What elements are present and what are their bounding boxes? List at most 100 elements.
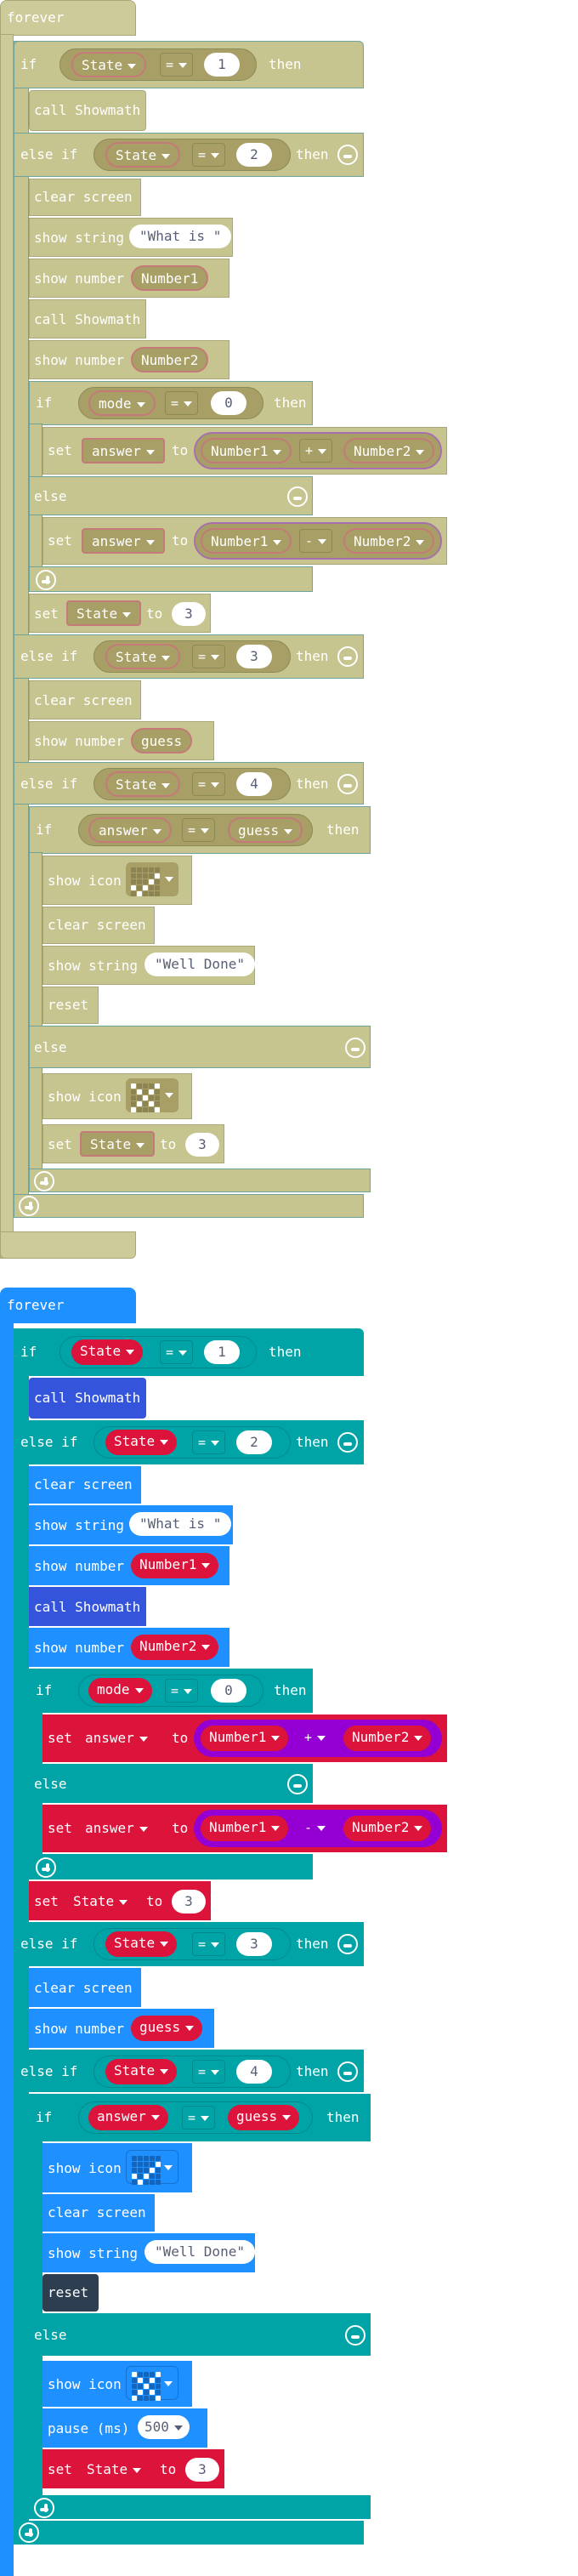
colored-icon-dropdown[interactable]: [126, 2366, 178, 2401]
colored-eq-op[interactable]: =: [182, 2106, 216, 2130]
plain-clear-screen[interactable]: [29, 680, 141, 719]
plain-num-3[interactable]: 3: [236, 645, 272, 668]
colored-num-1[interactable]: 1: [204, 1340, 240, 1364]
plain-num-3[interactable]: 3: [185, 1133, 219, 1157]
colored-guess-var[interactable]: guess: [228, 2105, 300, 2130]
colored-state-var[interactable]: State: [105, 1931, 178, 1957]
plain-eq-op[interactable]: =: [192, 772, 226, 796]
minus-circle-icon[interactable]: [337, 774, 358, 794]
plain-call-showmath[interactable]: [29, 299, 146, 338]
colored-eq-op[interactable]: =: [165, 1679, 199, 1703]
colored-answer-var[interactable]: answer: [85, 1822, 148, 1835]
plain-number1-var[interactable]: Number1: [131, 265, 209, 291]
colored-plus-op[interactable]: +: [299, 1726, 332, 1750]
plain-state-var[interactable]: State: [105, 644, 181, 669]
colored-icon-dropdown[interactable]: [126, 2150, 178, 2185]
colored-eq-op[interactable]: =: [192, 2060, 226, 2084]
plus-circle-icon[interactable]: [36, 1857, 56, 1878]
plus-circle-icon[interactable]: [36, 570, 56, 590]
colored-string-well-done[interactable]: "Well Done": [144, 2240, 255, 2264]
plain-call-showmath[interactable]: [29, 90, 146, 131]
colored-minus-op[interactable]: -: [299, 1817, 332, 1840]
plain-eq-op[interactable]: =: [182, 818, 216, 842]
colored-reset[interactable]: [42, 2274, 99, 2312]
plain-eq-op[interactable]: =: [165, 391, 199, 415]
colored-call-showmath[interactable]: [29, 1587, 146, 1626]
colored-clear-screen[interactable]: [29, 1466, 141, 1504]
colored-num-3[interactable]: 3: [172, 1890, 206, 1914]
colored-num-0[interactable]: 0: [211, 1679, 246, 1703]
colored-state-var[interactable]: State: [105, 1430, 178, 1455]
plain-answer-var[interactable]: answer: [88, 817, 172, 843]
plain-num-2[interactable]: 2: [236, 143, 272, 167]
plain-eq-op[interactable]: =: [192, 645, 226, 668]
minus-circle-icon[interactable]: [287, 1774, 308, 1794]
plain-num-4[interactable]: 4: [236, 772, 272, 796]
plain-guess-var[interactable]: guess: [228, 817, 303, 843]
minus-circle-icon[interactable]: [337, 1934, 358, 1954]
colored-eq-op[interactable]: =: [192, 1932, 226, 1956]
plain-answer-var[interactable]: answer: [82, 528, 165, 554]
plain-state-var[interactable]: State: [66, 600, 142, 626]
colored-number1-var[interactable]: Number1: [131, 1553, 219, 1578]
minus-circle-icon[interactable]: [337, 2061, 358, 2082]
plain-plus-op[interactable]: +: [299, 439, 333, 463]
plain-answer-var[interactable]: answer: [82, 438, 165, 463]
minus-circle-icon[interactable]: [287, 486, 308, 507]
colored-number1-var[interactable]: Number1: [201, 1816, 289, 1841]
plain-guess-var[interactable]: guess: [131, 728, 193, 753]
colored-string-what-is[interactable]: "What is ": [129, 1512, 232, 1536]
minus-circle-icon[interactable]: [345, 2325, 366, 2346]
plain-else-block[interactable]: [29, 476, 313, 515]
plain-reset[interactable]: [42, 987, 99, 1024]
plain-num-3[interactable]: 3: [172, 602, 206, 626]
colored-clear-screen[interactable]: [42, 2194, 155, 2232]
plain-number2-var[interactable]: Number2: [343, 528, 435, 554]
plain-clear-screen[interactable]: [42, 907, 155, 944]
colored-state-var[interactable]: State: [105, 2059, 178, 2084]
plain-eq-op[interactable]: =: [160, 53, 194, 77]
plain-else-block[interactable]: [29, 1026, 371, 1068]
plain-string-what-is[interactable]: "What is ": [129, 225, 232, 248]
plain-forever-block[interactable]: [0, 0, 136, 36]
plain-num-0[interactable]: 0: [211, 391, 246, 415]
plain-clear-screen[interactable]: [29, 179, 141, 216]
minus-circle-icon[interactable]: [345, 1038, 366, 1058]
plain-number1-var[interactable]: Number1: [201, 438, 292, 463]
plain-state-var[interactable]: State: [105, 142, 181, 168]
plain-string-well-done[interactable]: "Well Done": [144, 952, 255, 976]
colored-num-4[interactable]: 4: [236, 2060, 272, 2084]
plain-mode-var[interactable]: mode: [88, 390, 156, 416]
plus-circle-icon[interactable]: [34, 1171, 54, 1191]
colored-mode-var[interactable]: mode: [88, 1678, 152, 1703]
colored-number2-var[interactable]: Number2: [343, 1816, 432, 1841]
plain-state-var[interactable]: State: [80, 1131, 156, 1157]
colored-answer-var[interactable]: answer: [88, 2105, 168, 2130]
plain-show-number[interactable]: [29, 340, 230, 379]
minus-circle-icon[interactable]: [337, 646, 358, 667]
colored-answer-var[interactable]: answer: [85, 1732, 148, 1745]
colored-guess-var[interactable]: guess: [131, 2016, 203, 2041]
colored-state-var[interactable]: State: [87, 2463, 142, 2476]
colored-else-block[interactable]: [29, 1764, 313, 1803]
plain-number1-var[interactable]: Number1: [201, 528, 292, 554]
colored-else-block[interactable]: [29, 2313, 371, 2356]
plus-circle-icon[interactable]: [19, 2522, 39, 2543]
plus-circle-icon[interactable]: [19, 1196, 39, 1216]
colored-num-3[interactable]: 3: [236, 1932, 272, 1956]
plus-circle-icon[interactable]: [34, 2498, 54, 2518]
plain-minus-op[interactable]: -: [299, 529, 333, 553]
plain-number2-var[interactable]: Number2: [343, 438, 435, 463]
colored-call-showmath[interactable]: [29, 1378, 146, 1419]
plain-state-var[interactable]: State: [71, 52, 147, 77]
colored-eq-op[interactable]: =: [192, 1430, 226, 1454]
plain-number2-var[interactable]: Number2: [131, 347, 209, 372]
colored-state-var[interactable]: State: [71, 1339, 144, 1365]
colored-state-var[interactable]: State: [73, 1895, 128, 1908]
colored-pause-value[interactable]: 500: [138, 2415, 190, 2439]
colored-number1-var[interactable]: Number1: [201, 1726, 289, 1751]
colored-clear-screen[interactable]: [29, 1968, 141, 2007]
colored-number2-var[interactable]: Number2: [131, 1635, 219, 1660]
colored-num-2[interactable]: 2: [236, 1430, 272, 1454]
colored-forever-block[interactable]: [0, 1288, 136, 1323]
